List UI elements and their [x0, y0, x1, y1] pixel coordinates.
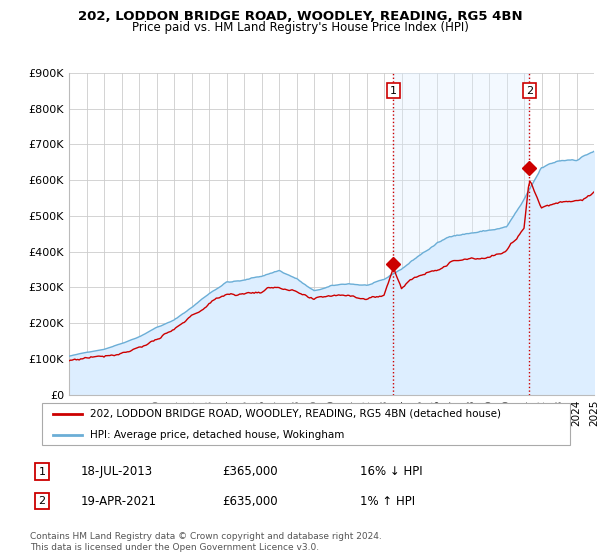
Text: Contains HM Land Registry data © Crown copyright and database right 2024.
This d: Contains HM Land Registry data © Crown c… [30, 532, 382, 552]
Text: 2: 2 [38, 496, 46, 506]
Text: 19-APR-2021: 19-APR-2021 [81, 494, 157, 508]
Text: 1: 1 [38, 466, 46, 477]
Text: HPI: Average price, detached house, Wokingham: HPI: Average price, detached house, Woki… [89, 430, 344, 440]
Text: 202, LODDON BRIDGE ROAD, WOODLEY, READING, RG5 4BN (detached house): 202, LODDON BRIDGE ROAD, WOODLEY, READIN… [89, 409, 500, 419]
Text: £365,000: £365,000 [222, 465, 278, 478]
Text: 16% ↓ HPI: 16% ↓ HPI [360, 465, 422, 478]
Text: £635,000: £635,000 [222, 494, 278, 508]
Text: Price paid vs. HM Land Registry's House Price Index (HPI): Price paid vs. HM Land Registry's House … [131, 21, 469, 34]
Bar [394, 73, 529, 395]
FancyBboxPatch shape [42, 403, 570, 445]
Text: 2: 2 [526, 86, 533, 96]
Text: 202, LODDON BRIDGE ROAD, WOODLEY, READING, RG5 4BN: 202, LODDON BRIDGE ROAD, WOODLEY, READIN… [77, 10, 523, 22]
Text: 1: 1 [390, 86, 397, 96]
Text: 18-JUL-2013: 18-JUL-2013 [81, 465, 153, 478]
Text: 1% ↑ HPI: 1% ↑ HPI [360, 494, 415, 508]
